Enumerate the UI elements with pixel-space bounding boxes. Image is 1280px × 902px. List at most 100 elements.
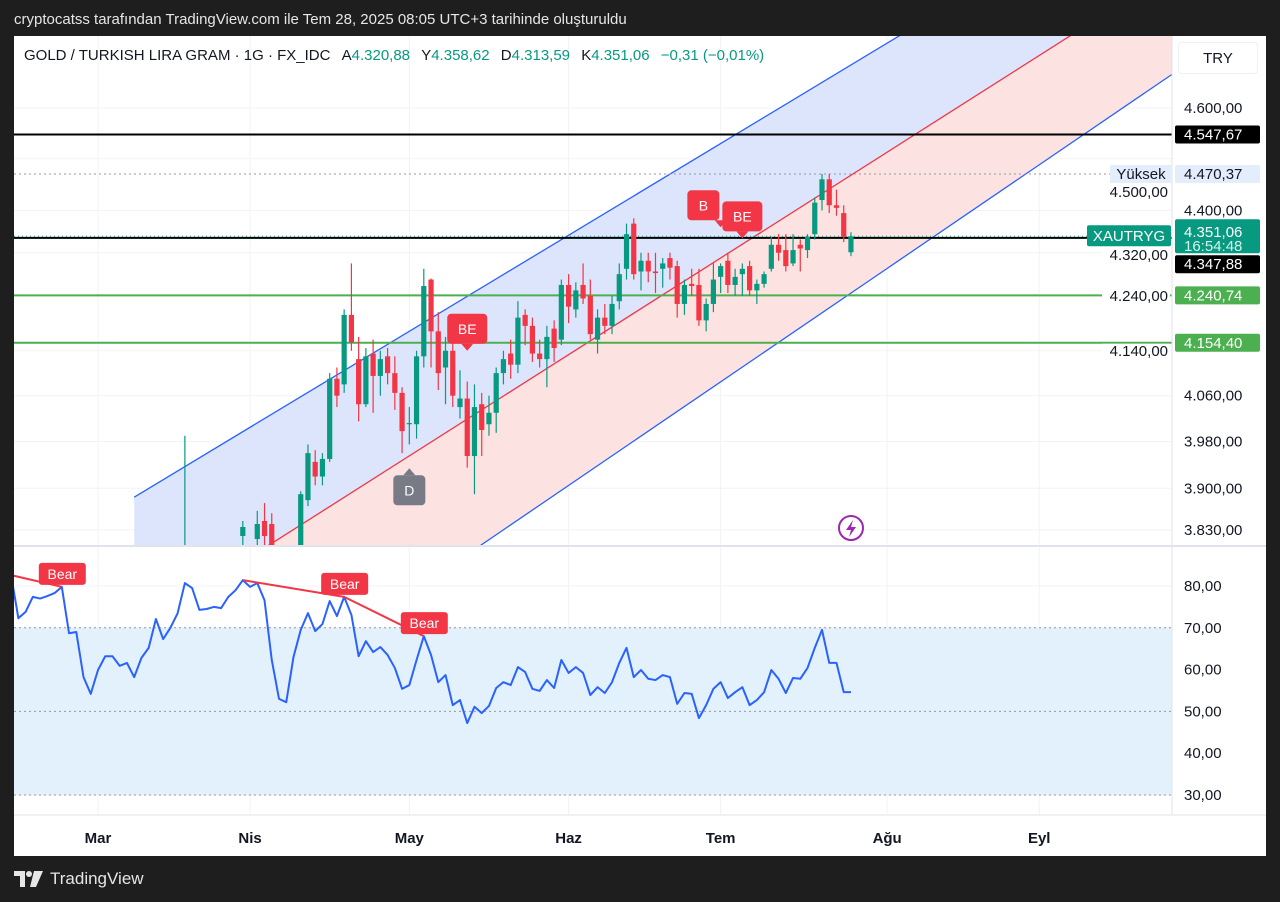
candle-body: [240, 526, 246, 537]
candle: [833, 189, 840, 216]
candle: [609, 295, 615, 335]
rsi-line[interactable]: [11, 575, 851, 725]
candle: [674, 260, 680, 318]
candle: [522, 309, 528, 346]
candle-body: [544, 336, 550, 360]
marker-badge: [722, 201, 763, 232]
candle: [790, 234, 796, 267]
price-tick-backdrop: [1102, 184, 1170, 199]
candle-body: [356, 359, 362, 405]
time-tick-label: May: [395, 830, 425, 847]
candle: [269, 513, 275, 545]
open-label: A: [341, 47, 352, 64]
candle: [761, 271, 767, 288]
candle-body: [399, 392, 405, 432]
price-axis[interactable]: 4.600,00 4.500,00 4.400,00 4.320,00 4.240,00…: [1102, 100, 1242, 539]
channel-lower-line[interactable]: [134, 73, 1172, 781]
price-line-value: 4.240,74: [1184, 287, 1242, 304]
price-tick-label: 4.240,00: [1110, 288, 1168, 305]
candle-body: [703, 303, 709, 321]
rsi-tick-label: 40,00: [1184, 745, 1222, 762]
candle: [377, 350, 383, 396]
time-axis[interactable]: Mar Nis May Haz Tem Ağu Eyl: [85, 830, 1051, 847]
candle-body: [392, 373, 398, 393]
price-tick-label: 4.060,00: [1184, 388, 1242, 405]
symbol-label: XAUTRYG: [1093, 228, 1165, 245]
candle-body: [182, 554, 187, 572]
candle: [515, 301, 521, 374]
candle-body: [667, 258, 673, 268]
candle: [848, 232, 854, 257]
candle-body: [537, 353, 543, 360]
candle: [305, 444, 311, 507]
candle-body: [580, 284, 586, 299]
candle: [486, 395, 492, 436]
candle: [667, 252, 673, 280]
symbol-title[interactable]: GOLD / TURKISH LIRA GRAM · 1G · FX_IDC: [24, 47, 331, 64]
rsi-axis[interactable]: 80,00 70,00 60,00 50,00 40,00 30,00: [1184, 578, 1222, 804]
bear-badge: [38, 562, 86, 585]
candle: [240, 520, 246, 545]
candle: [500, 350, 507, 385]
candle: [493, 367, 499, 433]
candle: [341, 309, 347, 393]
price-line-badge: [1175, 125, 1260, 144]
time-tick-label: Eyl: [1028, 830, 1051, 847]
candle-body: [725, 260, 731, 285]
candle-body: [594, 317, 601, 340]
candle: [363, 347, 369, 408]
candle-body: [312, 461, 318, 477]
candle: [428, 278, 434, 368]
rsi-tick-label: 50,00: [1184, 703, 1222, 720]
candle-body: [754, 283, 760, 291]
currency-button[interactable]: TRY: [1178, 42, 1258, 74]
change-value: −0,31 (−0,01%): [660, 47, 765, 64]
candle: [616, 263, 622, 310]
time-tick-label: Nis: [238, 830, 261, 847]
candle: [580, 263, 586, 304]
price-tick-backdrop: [1102, 248, 1170, 263]
candle-body: [775, 244, 782, 253]
channel-upper-line[interactable]: [133, 0, 1172, 498]
bear-label: Bear: [410, 615, 440, 631]
candle-body: [761, 274, 767, 284]
candle-body: [790, 250, 796, 264]
candle-body: [747, 266, 753, 291]
horizontal-lines[interactable]: [14, 133, 1172, 344]
marker-label: BE: [733, 208, 752, 224]
price-line-value: 4.154,40: [1184, 335, 1242, 352]
candle: [471, 384, 478, 495]
channel-middle-line[interactable]: [134, 0, 1172, 631]
candle-body: [363, 356, 369, 405]
candle-body: [833, 205, 840, 208]
candle-body: [573, 290, 579, 310]
last-price-badge: [1175, 219, 1260, 254]
candle-body: [848, 236, 854, 253]
candle: [819, 173, 825, 211]
candle: [558, 279, 564, 346]
alert-lightning-icon[interactable]: [838, 515, 864, 541]
candle: [718, 263, 724, 294]
candle-body: [696, 284, 702, 321]
price-tick-label: 4.320,00: [1110, 247, 1168, 264]
candle-body: [298, 494, 304, 545]
brand-name[interactable]: TradingView: [50, 869, 144, 888]
low-label: D: [500, 47, 512, 64]
candle-body: [522, 314, 528, 326]
candle-body: [645, 260, 651, 272]
marker-label: BE: [458, 321, 477, 337]
marker-badge: [447, 313, 488, 344]
candle: [348, 263, 354, 351]
candle-body: [479, 404, 485, 430]
candle: [689, 268, 695, 296]
rsi-tick-label: 80,00: [1184, 578, 1222, 595]
candle: [660, 258, 666, 288]
candle-body: [254, 523, 260, 540]
rsi-divergence-labels: Bear Bear Bear: [38, 562, 448, 635]
candle-body: [819, 179, 825, 201]
candle-body: [652, 271, 659, 274]
rsi-divergence-line: [14, 574, 63, 588]
candle: [703, 298, 709, 332]
close-value: 4.351,06: [591, 47, 650, 64]
